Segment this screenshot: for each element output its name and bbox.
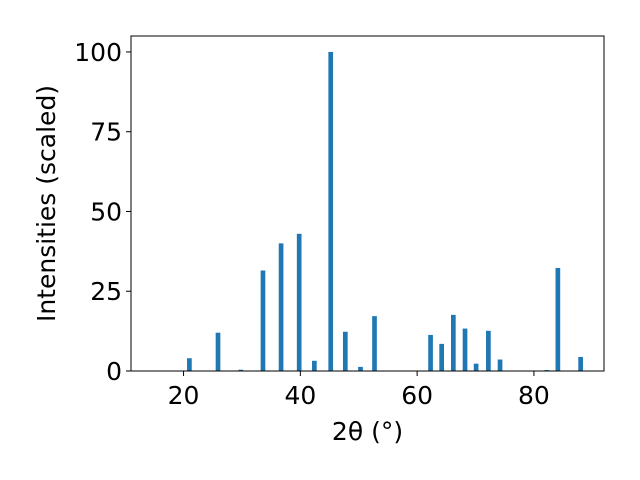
bar <box>260 270 266 371</box>
x-tick-label: 80 <box>518 381 550 410</box>
x-tick-label: 40 <box>284 381 316 410</box>
bar <box>328 51 334 371</box>
bar <box>578 356 583 371</box>
bar <box>187 358 192 371</box>
y-tick-label: 25 <box>90 277 122 306</box>
y-tick-label: 75 <box>90 118 122 147</box>
bar <box>473 363 479 371</box>
bar <box>238 369 244 371</box>
bar <box>296 233 302 371</box>
bar <box>439 343 444 371</box>
plot-frame <box>130 35 605 372</box>
y-tick-label: 50 <box>90 197 122 226</box>
x-tick-label: 60 <box>401 381 433 410</box>
bar <box>462 328 468 371</box>
bar <box>372 316 377 371</box>
bar <box>428 334 433 371</box>
bar <box>278 243 284 371</box>
bar <box>555 267 561 371</box>
bar <box>342 331 348 371</box>
bar <box>312 360 317 371</box>
x-axis-ticks: 20 40 60 80 <box>168 371 550 410</box>
bar <box>497 359 503 371</box>
bar <box>358 366 363 371</box>
bar <box>215 332 221 371</box>
y-tick-label: 0 <box>106 357 122 386</box>
x-tick-label: 20 <box>168 381 200 410</box>
y-axis-label: Intensities (scaled) <box>32 85 61 322</box>
x-axis-label: 2θ (°) <box>332 417 403 446</box>
bar <box>486 330 491 371</box>
bars-group <box>187 51 583 371</box>
y-tick-label: 100 <box>74 38 122 67</box>
y-axis-ticks: 0 25 50 75 100 <box>74 38 131 386</box>
bar <box>451 314 456 371</box>
